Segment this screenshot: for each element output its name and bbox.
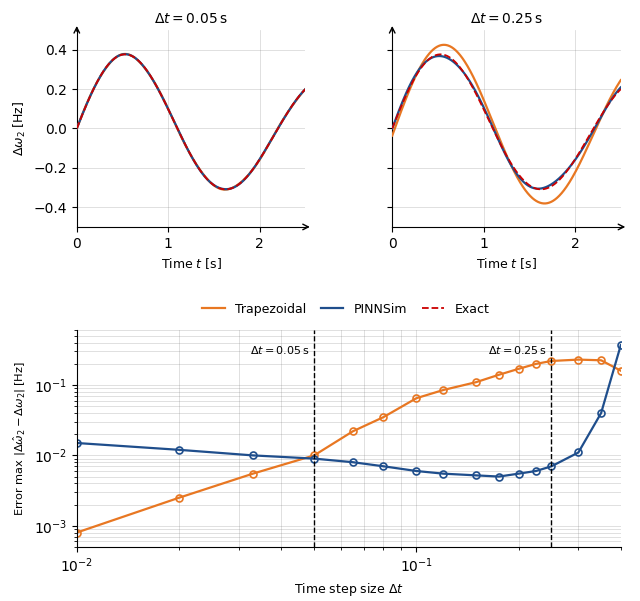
Title: $\Delta t = 0.25\,\mathrm{s}$: $\Delta t = 0.25\,\mathrm{s}$ [470,12,543,26]
X-axis label: Time $t$ [s]: Time $t$ [s] [476,256,537,271]
Legend: Trapezoidal, PINNSim, Exact: Trapezoidal, PINNSim, Exact [197,297,494,321]
Y-axis label: Error max $|\Delta\hat{\omega}_2 - \Delta\omega_2|$ [Hz]: Error max $|\Delta\hat{\omega}_2 - \Delt… [12,361,28,516]
Text: $\Delta t = 0.25\,\mathrm{s}$: $\Delta t = 0.25\,\mathrm{s}$ [488,344,547,356]
Y-axis label: $\Delta\omega_2$ [Hz]: $\Delta\omega_2$ [Hz] [12,101,28,156]
Text: $\Delta t = 0.05\,\mathrm{s}$: $\Delta t = 0.05\,\mathrm{s}$ [250,344,310,356]
X-axis label: Time $t$ [s]: Time $t$ [s] [161,256,221,271]
X-axis label: Time step size $\Delta t$: Time step size $\Delta t$ [294,581,404,598]
Title: $\Delta t = 0.05\,\mathrm{s}$: $\Delta t = 0.05\,\mathrm{s}$ [154,12,228,26]
